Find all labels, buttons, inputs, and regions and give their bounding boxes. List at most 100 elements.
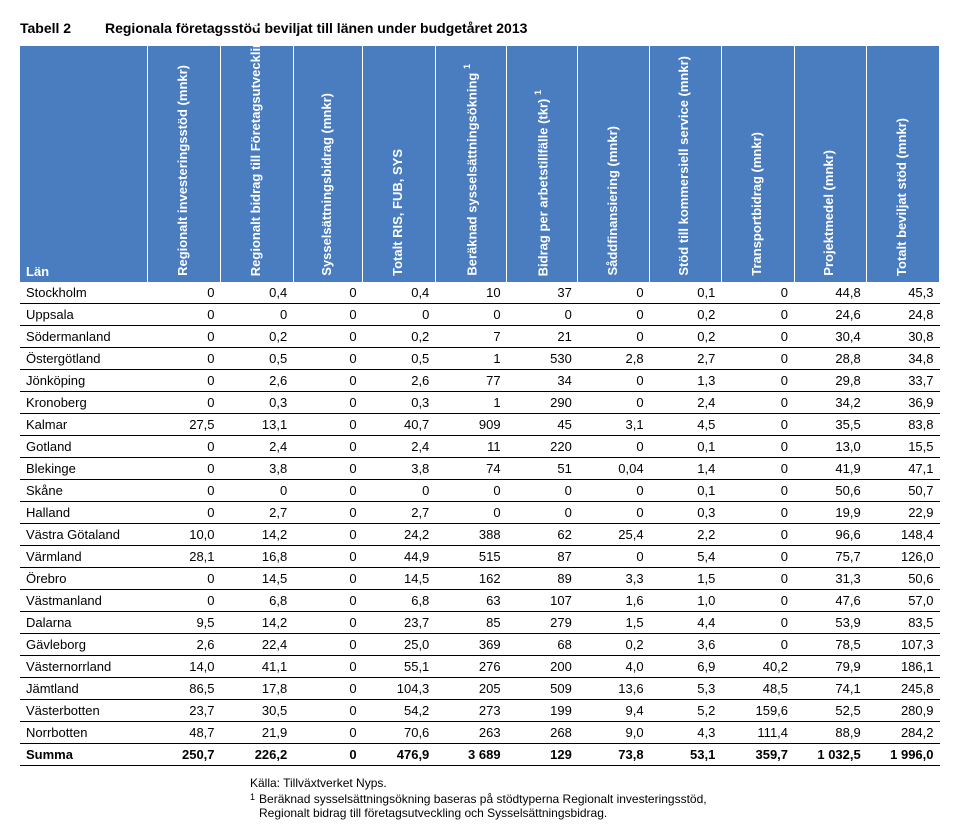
cell-value: 0 — [578, 436, 650, 458]
cell-value: 280,9 — [867, 700, 940, 722]
cell-value: 44,9 — [363, 546, 436, 568]
cell-value: 83,8 — [867, 414, 940, 436]
cell-value: 2,4 — [650, 392, 722, 414]
cell-value: 10 — [435, 282, 506, 304]
column-header-label: Beräknad sysselsättningsökning 1 — [462, 64, 479, 276]
cell-value: 34,2 — [794, 392, 867, 414]
table-row: Örebro014,5014,5162893,31,5031,350,6 — [20, 568, 940, 590]
cell-value: 0 — [293, 348, 362, 370]
cell-value: 24,8 — [867, 304, 940, 326]
cell-value: 40,2 — [721, 656, 794, 678]
cell-value: 2,8 — [578, 348, 650, 370]
cell-value: 4,4 — [650, 612, 722, 634]
column-header-label: Totalt RIS, FUB, SYS — [390, 149, 405, 276]
cell-value: 0,1 — [650, 480, 722, 502]
table-row: Stockholm00,400,4103700,1044,845,3 — [20, 282, 940, 304]
table-row: Halland02,702,70000,3019,922,9 — [20, 502, 940, 524]
cell-value: 0 — [435, 480, 506, 502]
cell-value: 0 — [221, 480, 294, 502]
sum-value: 226,2 — [221, 744, 294, 766]
cell-value: 13,0 — [794, 436, 867, 458]
cell-value: 0 — [721, 590, 794, 612]
cell-value: 5,2 — [650, 700, 722, 722]
row-label: Kronoberg — [20, 392, 148, 414]
source-line: Källa: Tillväxtverket Nyps. — [250, 776, 940, 790]
cell-value: 0 — [293, 370, 362, 392]
cell-value: 0,2 — [221, 326, 294, 348]
cell-value: 0 — [721, 480, 794, 502]
cell-value: 53,9 — [794, 612, 867, 634]
cell-value: 104,3 — [363, 678, 436, 700]
cell-value: 0 — [221, 304, 294, 326]
cell-value: 148,4 — [867, 524, 940, 546]
cell-value: 909 — [435, 414, 506, 436]
cell-value: 15,5 — [867, 436, 940, 458]
sum-label: Summa — [20, 744, 148, 766]
cell-value: 0 — [721, 436, 794, 458]
cell-value: 273 — [435, 700, 506, 722]
cell-value: 0,2 — [650, 326, 722, 348]
table-title: Tabell 2 Regionala företagsstöd beviljat… — [20, 20, 940, 36]
column-header-label: Projektmedel (mnkr) — [821, 150, 836, 276]
cell-value: 25,4 — [578, 524, 650, 546]
table-row: Västmanland06,806,8631071,61,0047,657,0 — [20, 590, 940, 612]
cell-value: 24,2 — [363, 524, 436, 546]
cell-value: 0 — [578, 546, 650, 568]
cell-value: 14,0 — [148, 656, 221, 678]
cell-value: 263 — [435, 722, 506, 744]
cell-value: 48,5 — [721, 678, 794, 700]
cell-value: 0 — [293, 458, 362, 480]
cell-value: 62 — [507, 524, 578, 546]
cell-value: 1,0 — [650, 590, 722, 612]
cell-value: 55,1 — [363, 656, 436, 678]
cell-value: 0 — [507, 304, 578, 326]
cell-value: 37 — [507, 282, 578, 304]
table-row: Dalarna9,514,2023,7852791,54,4053,983,5 — [20, 612, 940, 634]
cell-value: 0,04 — [578, 458, 650, 480]
cell-value: 2,6 — [363, 370, 436, 392]
cell-value: 0 — [148, 348, 221, 370]
table-row: Västra Götaland10,014,2024,23886225,42,2… — [20, 524, 940, 546]
column-header: Bidrag per arbetstillfälle (tkr) 1 — [507, 46, 578, 282]
cell-value: 45 — [507, 414, 578, 436]
cell-value: 369 — [435, 634, 506, 656]
row-label: Gotland — [20, 436, 148, 458]
cell-value: 0 — [363, 480, 436, 502]
cell-value: 5,3 — [650, 678, 722, 700]
cell-value: 0 — [148, 326, 221, 348]
cell-value: 3,3 — [578, 568, 650, 590]
cell-value: 268 — [507, 722, 578, 744]
cell-value: 16,8 — [221, 546, 294, 568]
table-header-row: LänRegionalt investeringsstöd (mnkr)Regi… — [20, 46, 940, 282]
table-label: Tabell 2 — [20, 20, 71, 36]
cell-value: 50,6 — [867, 568, 940, 590]
cell-value: 50,7 — [867, 480, 940, 502]
column-header-label: Regionalt bidrag till Företagsutveckling… — [248, 0, 263, 276]
row-label: Skåne — [20, 480, 148, 502]
cell-value: 0 — [148, 458, 221, 480]
cell-value: 0,3 — [221, 392, 294, 414]
cell-value: 0,1 — [650, 436, 722, 458]
table-row: Skåne00000000,1050,650,7 — [20, 480, 940, 502]
row-label: Norrbotten — [20, 722, 148, 744]
column-header: Stöd till kommersiell service (mnkr) — [650, 46, 722, 282]
column-header-label: Stöd till kommersiell service (mnkr) — [676, 56, 691, 276]
row-label: Västerbotten — [20, 700, 148, 722]
cell-value: 63 — [435, 590, 506, 612]
cell-value: 1,4 — [650, 458, 722, 480]
cell-value: 0 — [721, 326, 794, 348]
cell-value: 47,1 — [867, 458, 940, 480]
cell-value: 220 — [507, 436, 578, 458]
cell-value: 35,5 — [794, 414, 867, 436]
table-row: Västernorrland14,041,1055,12762004,06,94… — [20, 656, 940, 678]
cell-value: 159,6 — [721, 700, 794, 722]
cell-value: 31,3 — [794, 568, 867, 590]
column-header: Såddfinansiering (mnkr) — [578, 46, 650, 282]
cell-value: 4,0 — [578, 656, 650, 678]
cell-value: 200 — [507, 656, 578, 678]
cell-value: 0,4 — [221, 282, 294, 304]
cell-value: 28,8 — [794, 348, 867, 370]
data-table: LänRegionalt investeringsstöd (mnkr)Regi… — [20, 46, 940, 766]
cell-value: 290 — [507, 392, 578, 414]
cell-value: 0 — [148, 282, 221, 304]
